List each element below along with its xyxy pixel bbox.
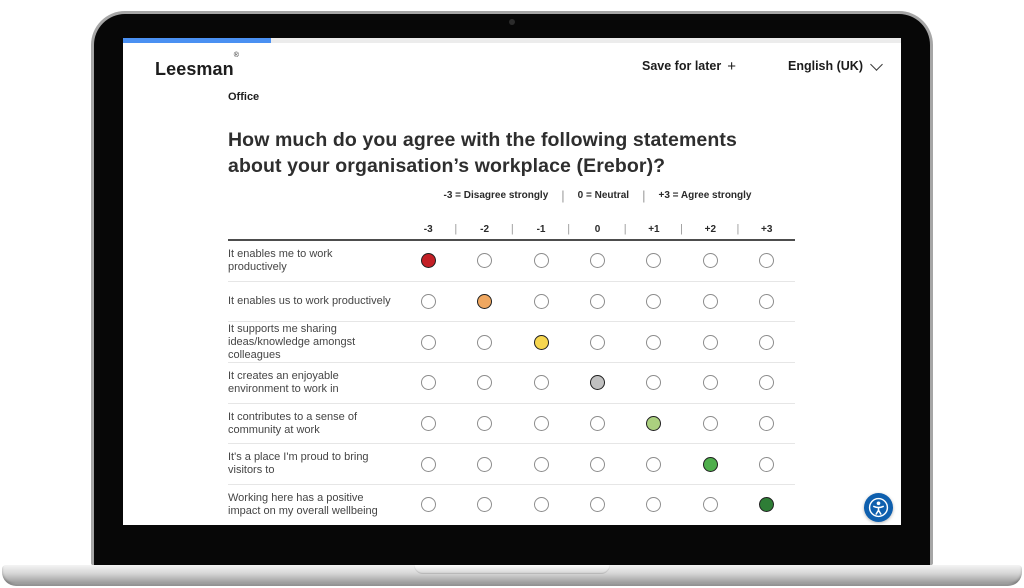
- accessibility-button[interactable]: [864, 493, 893, 522]
- statement-label: It's a place I'm proud to bring visitors…: [228, 451, 369, 477]
- radio-option[interactable]: [589, 294, 605, 310]
- statement-label: It contributes to a sense of community a…: [228, 410, 358, 436]
- radio-option[interactable]: [477, 375, 493, 391]
- radio-option[interactable]: [759, 456, 775, 472]
- table-row: It's a place I'm proud to bring visitors…: [228, 444, 795, 486]
- table-row: It supports me sharing ideas/knowledge a…: [228, 322, 795, 364]
- statement-label: It supports me sharing ideas/knowledge a…: [228, 323, 356, 361]
- radio-option[interactable]: [533, 375, 549, 391]
- chevron-down-icon: [870, 57, 883, 71]
- laptop-screen: Leesman® Save for later + English (UK) O…: [123, 38, 901, 525]
- table-row: It creates an enjoyable environment to w…: [228, 363, 795, 404]
- radio-option[interactable]: [477, 253, 493, 269]
- scale-label: +2: [680, 223, 738, 235]
- radio-option[interactable]: [533, 294, 549, 310]
- legend-separator: |: [561, 187, 565, 203]
- radio-option[interactable]: [646, 497, 662, 513]
- radio-option[interactable]: [646, 253, 662, 269]
- radio-option[interactable]: [477, 294, 493, 310]
- table-row: It enables us to work productively: [228, 282, 795, 323]
- table-row: It contributes to a sense of community a…: [228, 404, 795, 445]
- radio-option[interactable]: [646, 416, 662, 432]
- progress-bar-track: [123, 38, 901, 43]
- radio-option[interactable]: [533, 334, 549, 350]
- webcam-icon: [509, 19, 515, 25]
- radio-option[interactable]: [420, 375, 436, 391]
- accessibility-icon: [868, 497, 889, 518]
- radio-option[interactable]: [702, 253, 718, 269]
- radio-option[interactable]: [589, 497, 605, 513]
- leesman-logo: Leesman®: [155, 52, 240, 79]
- question-heading: How much do you agree with the following…: [228, 129, 737, 177]
- radio-option[interactable]: [589, 456, 605, 472]
- radio-option[interactable]: [646, 456, 662, 472]
- statements-table-body: It enables me to work productively It ena…: [228, 241, 795, 525]
- plus-icon: +: [727, 57, 736, 75]
- radio-option[interactable]: [759, 497, 775, 513]
- radio-option[interactable]: [759, 294, 775, 310]
- radio-option[interactable]: [646, 375, 662, 391]
- radio-option[interactable]: [420, 456, 436, 472]
- radio-option[interactable]: [420, 334, 436, 350]
- radio-option[interactable]: [533, 416, 549, 432]
- statement-label: Working here has a positive impact on my…: [228, 492, 378, 517]
- legend-item: -3 = Disagree strongly: [443, 190, 549, 201]
- radio-option[interactable]: [477, 497, 493, 513]
- top-navigation: Leesman® Save for later + English (UK): [123, 43, 901, 89]
- radio-option[interactable]: [477, 456, 493, 472]
- progress-bar-fill: [123, 38, 271, 43]
- radio-option[interactable]: [702, 497, 718, 513]
- radio-option[interactable]: [646, 294, 662, 310]
- scale-label: -1: [511, 223, 569, 235]
- section-label: Office: [228, 91, 260, 103]
- radio-option[interactable]: [477, 416, 493, 432]
- radio-option[interactable]: [759, 334, 775, 350]
- radio-option[interactable]: [589, 334, 605, 350]
- scale-label: 0: [567, 223, 625, 235]
- table-row: It enables me to work productively: [228, 241, 795, 282]
- radio-option[interactable]: [702, 294, 718, 310]
- statement-label: It enables us to work productively: [228, 295, 391, 308]
- statements-table: -3 -2-10+1+2+3 It enables me to work prod…: [228, 219, 795, 525]
- language-selector[interactable]: English (UK): [788, 57, 883, 73]
- radio-option[interactable]: [759, 253, 775, 269]
- registered-mark: ®: [233, 52, 240, 59]
- scale-label: -2: [454, 223, 512, 235]
- legend-item: 0 = Neutral: [577, 190, 630, 201]
- radio-option[interactable]: [589, 375, 605, 391]
- scale-label: +1: [624, 223, 682, 235]
- radio-option[interactable]: [702, 334, 718, 350]
- radio-option[interactable]: [759, 375, 775, 391]
- radio-option[interactable]: [533, 253, 549, 269]
- radio-option[interactable]: [420, 416, 436, 432]
- radio-option[interactable]: [420, 497, 436, 513]
- radio-option[interactable]: [533, 456, 549, 472]
- radio-option[interactable]: [420, 253, 436, 269]
- laptop-base-notch: [414, 565, 610, 574]
- statement-label: It enables me to work productively: [228, 248, 333, 273]
- scale-legend: -3 = Disagree strongly | 0 = Neutral | +3 = …: [400, 187, 795, 203]
- radio-option[interactable]: [646, 334, 662, 350]
- scale-header: -3 -2-10+1+2+3: [228, 219, 795, 241]
- statement-label: It creates an enjoyable environment to w…: [228, 370, 339, 395]
- radio-option[interactable]: [589, 253, 605, 269]
- radio-option[interactable]: [702, 416, 718, 432]
- save-for-later-button[interactable]: Save for later +: [642, 57, 736, 75]
- radio-option[interactable]: [477, 334, 493, 350]
- radio-option[interactable]: [533, 497, 549, 513]
- radio-option[interactable]: [759, 416, 775, 432]
- radio-option[interactable]: [702, 456, 718, 472]
- legend-separator: |: [642, 187, 646, 203]
- scale-label: -3: [423, 223, 433, 235]
- laptop-base: [2, 565, 1022, 586]
- radio-option[interactable]: [589, 416, 605, 432]
- scale-header-cells: -3 -2-10+1+2+3: [400, 223, 795, 235]
- legend-item: +3 = Agree strongly: [658, 190, 752, 201]
- radio-option[interactable]: [702, 375, 718, 391]
- scale-label: +3: [737, 223, 795, 235]
- table-row: Working here has a positive impact on my…: [228, 485, 795, 525]
- radio-option[interactable]: [420, 294, 436, 310]
